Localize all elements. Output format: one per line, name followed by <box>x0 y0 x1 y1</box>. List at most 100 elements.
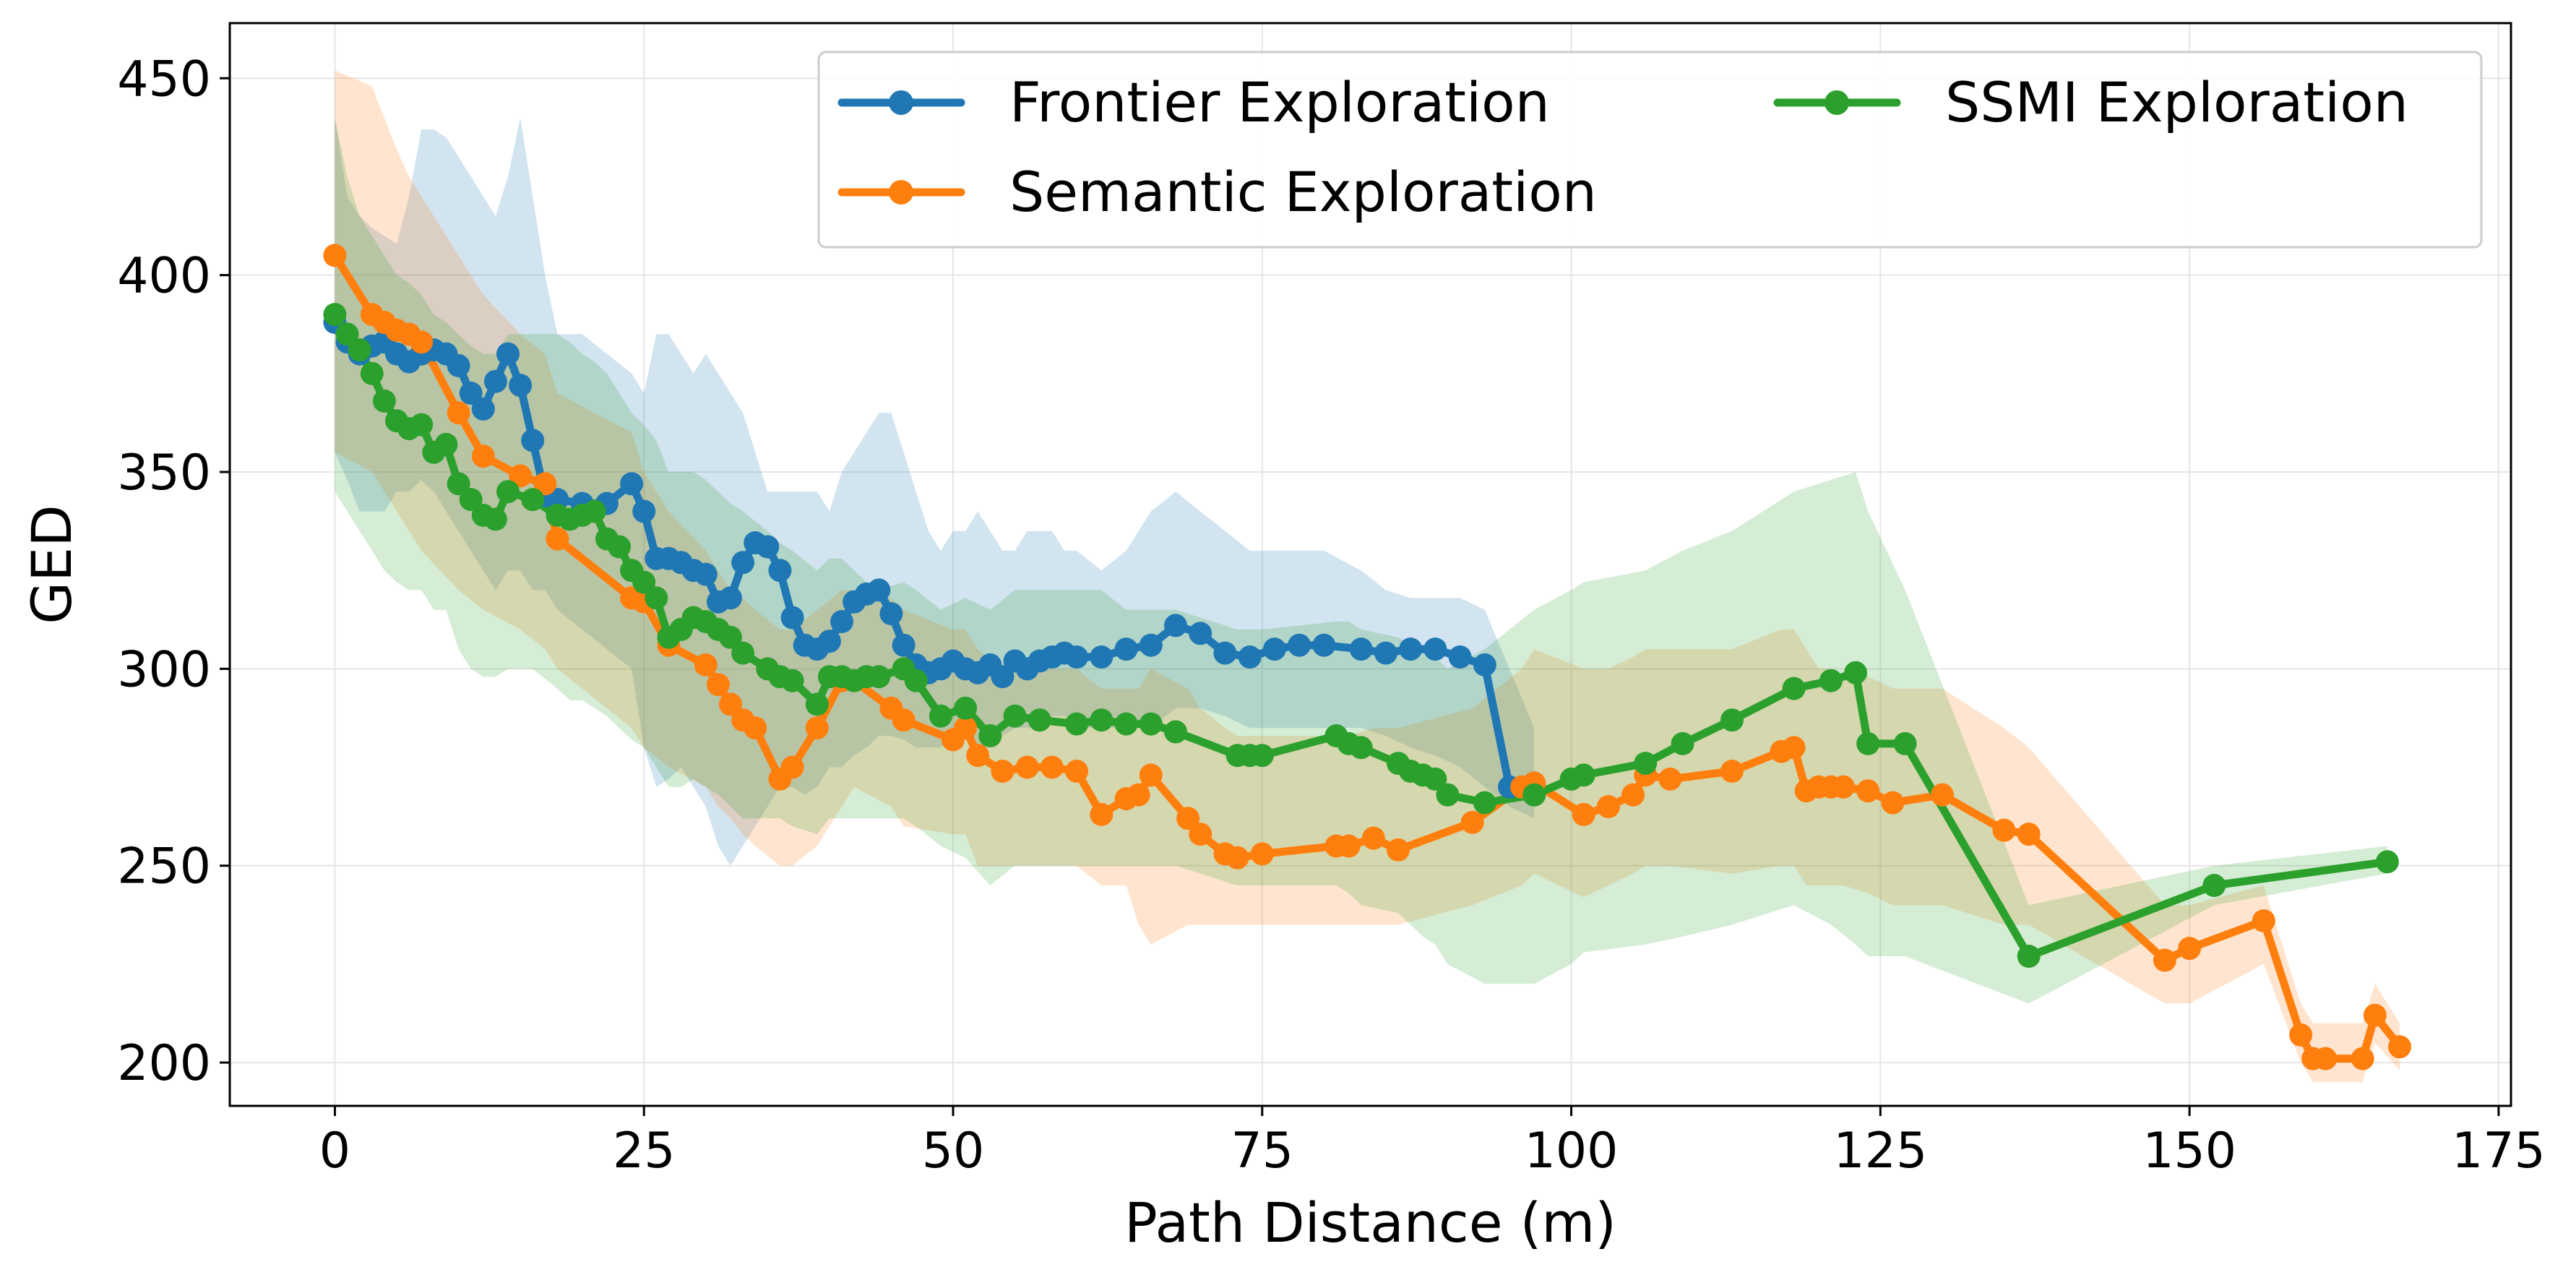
semantic-exploration-point <box>694 653 718 677</box>
semantic-exploration-point <box>1596 795 1620 818</box>
frontier-exploration-point <box>1312 633 1336 657</box>
frontier-exploration-point <box>496 342 520 366</box>
semantic-exploration-point <box>2153 948 2176 972</box>
ssmi-exploration-point <box>521 488 545 512</box>
ssmi-exploration-point <box>1250 744 1274 768</box>
semantic-exploration-point <box>546 527 569 551</box>
semantic-exploration-point <box>954 716 978 740</box>
ssmi-exploration-point <box>459 488 483 512</box>
ssmi-exploration-point <box>1003 704 1027 728</box>
frontier-exploration-point <box>694 562 718 586</box>
ssmi-exploration-point <box>1139 712 1163 736</box>
frontier-exploration-point <box>830 610 853 633</box>
semantic-exploration-point <box>991 760 1015 783</box>
ssmi-exploration-legend-label: SSMI Exploration <box>1945 70 2408 134</box>
frontier-exploration-point <box>817 630 841 653</box>
ssmi-exploration-point <box>632 570 656 594</box>
frontier-exploration-point <box>1189 622 1212 645</box>
semantic-exploration-band <box>335 70 2400 1083</box>
frontier-exploration-point <box>1349 638 1373 661</box>
y-tick-label: 200 <box>117 1035 211 1092</box>
y-tick-label: 350 <box>117 445 211 502</box>
semantic-exploration-point <box>1361 826 1385 850</box>
x-tick-label: 125 <box>1833 1122 1927 1180</box>
ssmi-exploration-point <box>360 361 384 385</box>
y-axis-label: GED <box>20 505 84 624</box>
ssmi-exploration-point <box>2375 850 2399 874</box>
x-tick-label: 150 <box>2142 1122 2236 1180</box>
semantic-exploration-point <box>1337 834 1361 858</box>
ssmi-exploration-point <box>805 692 829 716</box>
frontier-exploration-point <box>768 559 792 583</box>
frontier-exploration-point <box>1288 633 1311 657</box>
ssmi-exploration-point <box>434 432 458 456</box>
ssmi-exploration-point <box>447 472 470 496</box>
semantic-exploration-legend-label: Semantic Exploration <box>1009 160 1597 224</box>
ssmi-exploration-legend-swatch-marker <box>1825 90 1849 115</box>
frontier-exploration-point <box>521 429 545 452</box>
ssmi-exploration-point <box>335 322 359 346</box>
ssmi-exploration-point <box>1844 661 1868 684</box>
ssmi-exploration-point <box>2202 874 2226 897</box>
frontier-exploration-point <box>1473 653 1496 677</box>
semantic-exploration-point <box>1460 810 1484 834</box>
ssmi-exploration-point <box>1856 731 1880 755</box>
semantic-exploration-point <box>1992 818 2016 842</box>
frontier-exploration-point <box>1065 645 1089 669</box>
y-tick-label: 300 <box>117 641 211 698</box>
semantic-exploration-point <box>1782 736 1806 760</box>
frontier-exploration-point <box>620 472 644 496</box>
ssmi-exploration-point <box>348 338 371 362</box>
frontier-exploration-point <box>892 633 916 657</box>
semantic-exploration-legend-swatch-marker <box>889 180 913 205</box>
ssmi-exploration-point <box>1436 783 1460 807</box>
frontier-exploration-point <box>1164 614 1187 638</box>
semantic-exploration-point <box>744 716 767 740</box>
frontier-exploration-point <box>719 586 742 610</box>
semantic-exploration-point <box>1065 760 1089 783</box>
ssmi-exploration-point <box>2017 945 2041 968</box>
semantic-exploration-point <box>892 708 916 732</box>
semantic-exploration-point <box>2252 909 2275 932</box>
ssmi-exploration-point <box>608 535 631 559</box>
ssmi-exploration-point <box>1028 708 1051 732</box>
x-axis-ticks: 0 25 50 75 100 125 150 175 <box>319 1106 2546 1180</box>
ssmi-exploration-point <box>1473 791 1496 815</box>
frontier-exploration-point <box>879 602 903 626</box>
ssmi-exploration-point <box>323 303 347 327</box>
legend: Frontier Exploration Semantic Exploration… <box>817 51 2483 249</box>
series-points <box>323 244 2411 1070</box>
semantic-exploration-point <box>1856 779 1880 803</box>
frontier-exploration-point <box>483 369 507 393</box>
ssmi-exploration-point <box>954 696 978 720</box>
frontier-exploration-point <box>632 499 656 523</box>
x-tick-label: 50 <box>922 1122 985 1180</box>
semantic-exploration-point <box>966 744 990 768</box>
ssmi-exploration-point <box>1164 720 1187 744</box>
x-axis-label: Path Distance (m) <box>1124 1190 1616 1255</box>
frontier-exploration-point <box>471 397 495 421</box>
semantic-exploration-point <box>780 755 804 779</box>
frontier-exploration-point <box>756 535 780 559</box>
frontier-exploration-point <box>1139 633 1163 657</box>
ssmi-exploration-point <box>731 641 755 665</box>
frontier-exploration-line <box>330 318 1538 799</box>
ssmi-exploration-point <box>1423 767 1447 791</box>
y-axis-ticks: 200 250 300 350 400 450 <box>117 51 230 1092</box>
semantic-exploration-point <box>1930 783 1954 807</box>
semantic-exploration-point <box>1015 755 1039 779</box>
semantic-exploration-point <box>1250 842 1274 866</box>
ssmi-exploration-point <box>483 507 507 531</box>
semantic-exploration-point <box>1621 783 1645 807</box>
ssmi-exploration-point <box>929 704 952 728</box>
frontier-exploration-point <box>459 382 483 405</box>
ssmi-exploration-point <box>1720 708 1744 732</box>
frontier-exploration-point <box>1448 645 1472 669</box>
semantic-exploration-point <box>1658 767 1682 791</box>
semantic-exploration-point <box>410 330 434 354</box>
frontier-exploration-point <box>1238 645 1262 669</box>
semantic-exploration-point <box>509 464 533 488</box>
frontier-exploration-point <box>991 665 1015 689</box>
semantic-exploration-point <box>1040 755 1064 779</box>
